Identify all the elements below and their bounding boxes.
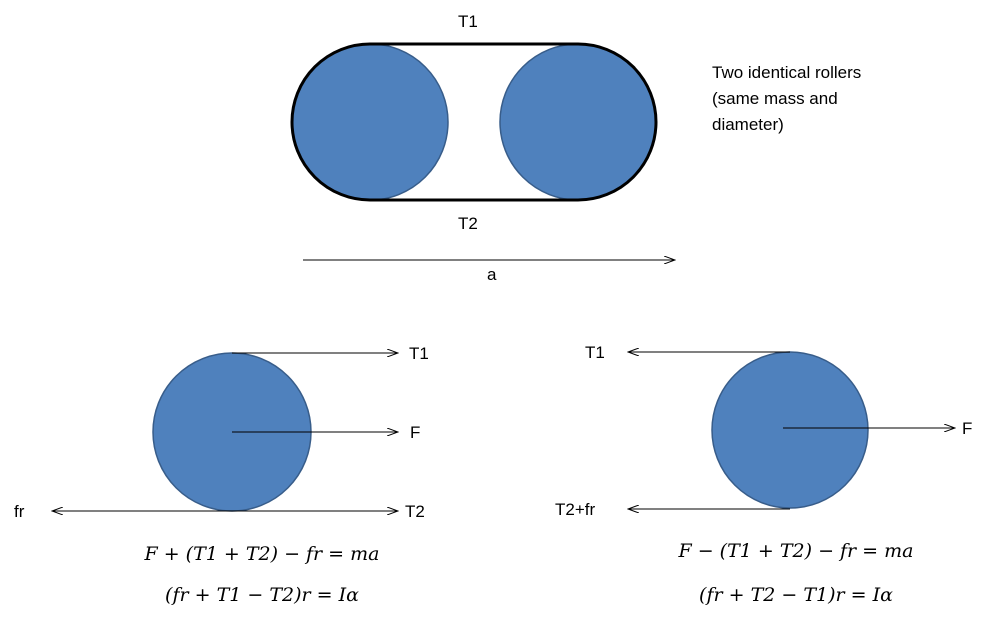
note-line: (same mass and [712,89,838,108]
rollers-note: Two identical rollers (same mass and dia… [712,60,912,138]
right-equation-torque: (fr + T2 − T1)r = Iα [699,584,893,606]
right-t1-label: T1 [585,343,605,362]
left-t1-label: T1 [409,344,429,363]
left-fr-label: fr [14,502,25,521]
belt-top-label: T1 [458,12,478,31]
note-line: Two identical rollers [712,63,862,82]
left-f-label: F [410,423,420,442]
right-equation-force: F − (T1 + T2) − fr = ma [678,540,914,562]
left-equation-torque: (fr + T1 − T2)r = Iα [165,584,359,606]
left-equation-force: F + (T1 + T2) − fr = ma [144,543,380,565]
acceleration-label: a [487,265,497,284]
right-t2fr-label: T2+fr [555,500,595,519]
right-roller [711,351,869,509]
note-line: diameter) [712,115,784,134]
right-f-label: F [962,419,972,438]
belt [290,42,658,202]
left-t2-label: T2 [405,502,425,521]
belt-bottom-label: T2 [458,214,478,233]
